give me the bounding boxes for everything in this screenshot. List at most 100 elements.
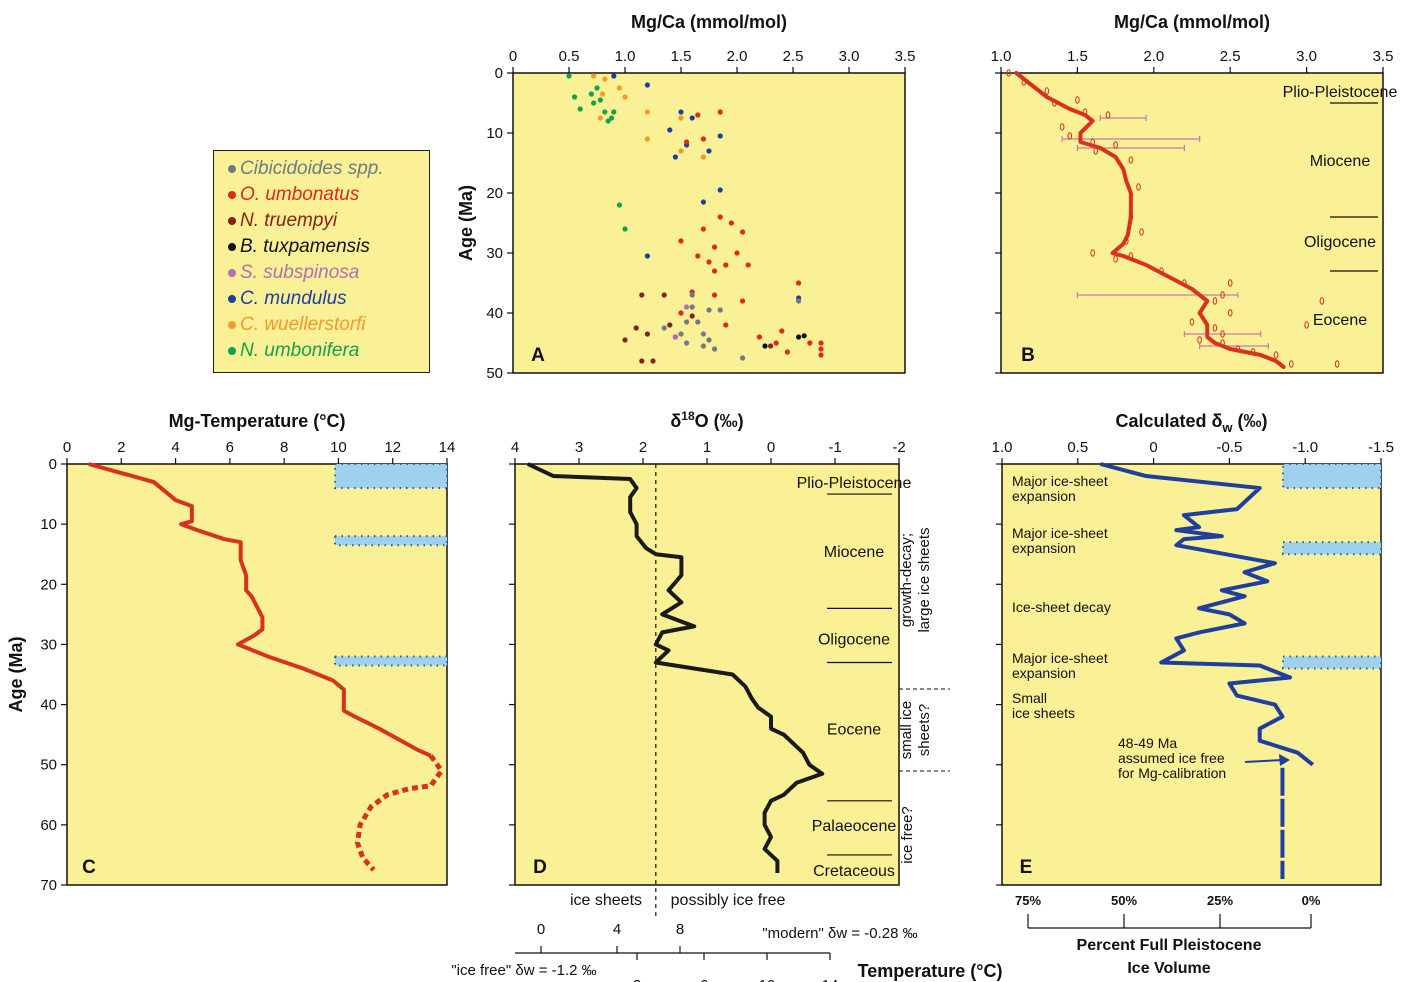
- scatter-point: [608, 115, 615, 121]
- scatter-point: [572, 94, 578, 100]
- scatter-point: [740, 298, 746, 304]
- data-point: [1189, 318, 1195, 326]
- panel-c-x-tick-label: 14: [439, 439, 456, 456]
- panel-c-y-tick-label: 40: [40, 697, 57, 714]
- scatter-point: [712, 244, 718, 250]
- scatter-point: [762, 343, 768, 349]
- data-point: [1067, 132, 1073, 140]
- scatter-point: [700, 154, 707, 160]
- data-point: [1006, 69, 1011, 77]
- panel-b-x-tick-label: 2.0: [1143, 48, 1164, 65]
- panel-a-y-tick-label: 0: [495, 65, 503, 82]
- scatter-point: [796, 334, 802, 340]
- scatter-point: [700, 331, 707, 337]
- scatter-point: [684, 319, 690, 325]
- panel-a-y-tick-label: 20: [486, 185, 503, 202]
- temperature-curve: [88, 462, 432, 758]
- panel-b-title: Mg/Ca (mmol/mol): [1114, 12, 1270, 32]
- panel-a-x-tick-label: 0.5: [559, 48, 580, 65]
- arrow-line: [1244, 759, 1284, 763]
- scatter-point: [600, 91, 606, 97]
- title-main: Calculated δ: [1115, 411, 1222, 431]
- panel-d-letter: D: [533, 857, 547, 878]
- title-subscript: w: [1221, 420, 1233, 435]
- scatter-point: [717, 307, 723, 313]
- scatter-point: [712, 268, 718, 274]
- annotation-text: expansion: [1012, 540, 1076, 556]
- scatter-point: [712, 346, 718, 352]
- scatter-point: [622, 94, 628, 100]
- data-point: [1227, 279, 1233, 287]
- panel-d-x-tick-label: 1: [703, 439, 711, 456]
- scatter-point: [644, 109, 651, 115]
- panel-a-x-tick-label: 2.0: [727, 48, 748, 65]
- panel-a-y-tick-label: 10: [486, 125, 503, 142]
- scatter-point: [773, 340, 779, 346]
- scatter-point: [695, 112, 701, 118]
- ice-sheet-bar-dots: [1282, 541, 1382, 556]
- scatter-point: [611, 73, 617, 79]
- scatter-point: [723, 322, 729, 328]
- panel-c-y-tick-label: 0: [49, 456, 57, 473]
- right-label: ice free?: [899, 806, 916, 864]
- ice-volume-tick-label: 50%: [1111, 893, 1137, 908]
- data-point: [1105, 111, 1111, 119]
- scatter-point: [650, 358, 656, 364]
- legend-item: O. umbonatus: [228, 182, 429, 208]
- scatter-point: [756, 334, 763, 340]
- data-point: [1139, 228, 1144, 236]
- data-point: [1227, 309, 1233, 317]
- scatter-point: [784, 349, 791, 355]
- scatter-point: [740, 229, 746, 235]
- panel-e-x-tick-label: -1.5: [1368, 439, 1394, 456]
- scatter-point: [801, 333, 807, 339]
- panel-e-x-tick-label: -0.5: [1216, 439, 1242, 456]
- legend-label: C. wuellerstorfi: [240, 314, 366, 335]
- ice-volume-title: Percent Full Pleistocene: [1077, 937, 1262, 954]
- annotation-text: expansion: [1012, 488, 1076, 504]
- legend-dot-icon: [228, 243, 236, 251]
- scatter-point: [591, 100, 597, 106]
- data-point: [1220, 291, 1225, 299]
- panel-b-frame: [1000, 72, 1384, 374]
- legend-label: B. tuxpamensis: [240, 236, 370, 257]
- scatter-point: [734, 250, 740, 256]
- scatter-point: [644, 136, 651, 142]
- panel-c-x-tick-label: 4: [171, 439, 179, 456]
- scatter-point: [661, 292, 667, 298]
- scatter-point: [818, 340, 824, 346]
- dw-curve: [1100, 462, 1315, 767]
- epoch-label: Cretaceous: [813, 863, 895, 880]
- panel-a-x-tick-label: 2.5: [783, 48, 804, 65]
- legend-item: N. truempyi: [228, 208, 429, 234]
- icefree-tick-label: 10: [759, 977, 776, 982]
- legend-label: S. subspinosa: [240, 262, 360, 283]
- scatter-point: [605, 118, 611, 124]
- icefree-dw-label: "ice free" δw = -1.2 ‰: [451, 962, 596, 979]
- scatter-point: [639, 292, 645, 298]
- panel-d-frame: [514, 463, 900, 886]
- scatter-point: [818, 352, 824, 358]
- scatter-point: [597, 97, 603, 103]
- scatter-point: [633, 325, 639, 331]
- legend-item: B. tuxpamensis: [228, 234, 429, 260]
- scatter-point: [689, 313, 695, 319]
- annotation-text: for Mg-calibration: [1118, 765, 1226, 781]
- ice-volume-tick-label: 25%: [1207, 893, 1233, 908]
- scatter-point: [622, 226, 628, 232]
- scatter-point: [591, 73, 597, 79]
- legend-item: Cibicidoides spp.: [228, 156, 429, 182]
- annotation-text: ice sheets: [1012, 705, 1075, 721]
- data-point: [1075, 96, 1080, 104]
- right-label: large ice sheets: [916, 527, 933, 632]
- scatter-point: [717, 133, 723, 139]
- legend-dot-icon: [228, 321, 236, 329]
- legend-item: C. mundulus: [228, 286, 429, 312]
- panel-d-x-tick-label: 3: [575, 439, 583, 456]
- legend-label: O. umbonatus: [240, 184, 360, 205]
- data-point: [1136, 183, 1141, 191]
- scatter-point: [689, 115, 695, 121]
- panel-c-y-tick-label: 60: [40, 817, 57, 834]
- ice-sheet-bar: [1283, 656, 1381, 669]
- panel-c-x-tick-label: 6: [226, 439, 234, 456]
